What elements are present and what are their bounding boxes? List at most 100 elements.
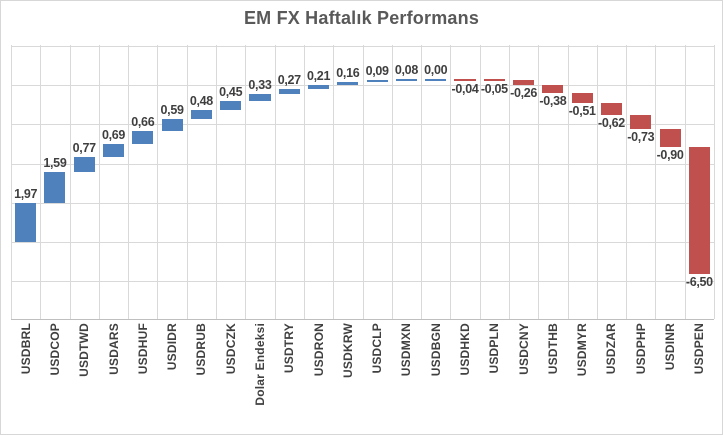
x-tick-USDINR: USDINR	[663, 323, 678, 371]
gridline-vertical	[421, 45, 423, 319]
bar-USDARS	[102, 143, 125, 158]
x-axis	[11, 319, 714, 320]
x-tick-USDCZK: USDCZK	[223, 323, 238, 375]
gridline-vertical	[684, 45, 686, 319]
value-label-USDHUF: 0,66	[131, 114, 155, 129]
value-label-USDTHB: -0,38	[539, 93, 567, 108]
x-tick-USDHKD: USDHKD	[458, 323, 473, 376]
value-label-USDHKD: -0,04	[451, 81, 479, 96]
gridline-vertical	[69, 45, 71, 319]
gridline-vertical	[333, 45, 335, 319]
bar-USDPLN	[483, 79, 505, 82]
x-tick-USDPLN: USDPLN	[487, 323, 502, 374]
bar-USDCNY	[513, 80, 535, 86]
bar-USDBGN	[425, 78, 447, 81]
x-tick-USDRON: USDRON	[311, 323, 326, 377]
chart-title: EM FX Haftalık Performans	[243, 8, 480, 28]
value-label-USDKRW: 0,16	[336, 65, 360, 80]
bar-USDTHB	[542, 85, 564, 93]
x-tick-USDMXN: USDMXN	[399, 323, 414, 377]
x-tick-USDBGN: USDBGN	[428, 323, 443, 377]
x-tick-USDIDR: USDIDR	[165, 323, 180, 371]
x-tick-USDRUB: USDRUB	[194, 323, 209, 376]
value-label-Dolar Endeksi: 0,33	[248, 78, 272, 93]
gridline-vertical	[391, 45, 393, 319]
value-label-USDRUB: 0,48	[189, 93, 213, 108]
x-tick-USDTHB: USDTHB	[545, 323, 560, 375]
gridline-vertical	[245, 45, 247, 319]
value-label-USDIDR: 0,59	[160, 103, 184, 118]
gridline-vertical	[216, 45, 218, 319]
gridline-vertical	[98, 45, 100, 319]
value-label-USDRON: 0,21	[306, 69, 331, 83]
gridline-vertical	[362, 45, 364, 319]
x-tick-USDTWD: USDTWD	[77, 323, 92, 377]
bar-USDCZK	[220, 100, 242, 110]
value-label-USDINR: -0,90	[656, 147, 684, 162]
value-label-USDMYR: -0,51	[568, 103, 596, 118]
bar-USDHUF	[132, 130, 154, 144]
gridline-vertical	[157, 45, 159, 319]
bar-USDRON	[308, 85, 330, 90]
x-tick-USDCNY: USDCNY	[516, 323, 531, 375]
x-tick-Dolar Endeksi: Dolar Endeksi	[252, 323, 267, 406]
gridline-vertical	[538, 45, 540, 319]
bar-USDPEN	[688, 146, 710, 275]
x-tick-USDKRW: USDKRW	[340, 323, 355, 378]
value-label-USDPHP: -0,73	[627, 130, 655, 145]
bar-Dolar Endeksi	[249, 94, 271, 101]
x-tick-USDMYR: USDMYR	[575, 323, 590, 377]
bar-USDZAR	[600, 102, 622, 115]
value-label-USDTRY: 0,27	[277, 73, 301, 88]
bar-USDMYR	[571, 92, 593, 103]
value-label-USDCLP: 0,09	[365, 64, 389, 79]
x-tick-USDHUF: USDHUF	[135, 323, 150, 375]
value-label-USDBGN: 0,00	[424, 62, 448, 77]
value-label-USDPEN: -6,50	[685, 275, 713, 290]
bar-USDCOP	[44, 172, 66, 204]
gridline-vertical	[40, 45, 42, 319]
gridline-vertical	[596, 45, 598, 319]
value-label-USDCNY: -0,26	[510, 86, 538, 101]
x-tick-USDBRL: USDBRL	[18, 323, 33, 375]
gridline-vertical	[11, 45, 12, 319]
value-label-USDARS: 0,69	[101, 127, 126, 142]
bar-USDKRW	[337, 81, 359, 85]
x-tick-USDCOP: USDCOP	[47, 323, 62, 376]
x-tick-USDPHP: USDPHP	[633, 323, 648, 375]
gridline-vertical	[655, 45, 657, 319]
value-label-USDCOP: 1,59	[43, 156, 67, 171]
bar-USDHKD	[454, 78, 476, 81]
gridline-vertical	[508, 45, 510, 319]
gridline-vertical	[479, 45, 481, 319]
gridline-vertical	[128, 45, 130, 319]
value-label-USDBRL: 1,97	[14, 187, 38, 202]
x-tick-USDARS: USDARS	[106, 323, 121, 375]
gridline-vertical	[714, 45, 715, 319]
bar-USDIDR	[161, 119, 183, 131]
bar-USDCLP	[366, 80, 388, 83]
x-tick-USDCLP: USDCLP	[370, 323, 385, 374]
bar-USDRUB	[190, 109, 212, 120]
value-label-USDZAR: -0,62	[597, 115, 625, 130]
gridline-vertical	[274, 45, 276, 319]
x-tick-USDTRY: USDTRY	[282, 323, 297, 374]
bar-USDTRY	[278, 89, 300, 95]
x-tick-USDPEN: USDPEN	[692, 323, 707, 375]
gridline-vertical	[303, 45, 305, 319]
bar-USDBRL	[15, 203, 37, 242]
value-label-USDPLN: -0,05	[480, 82, 508, 97]
bar-USDMXN	[395, 78, 417, 81]
bar-USDTWD	[73, 157, 95, 173]
gridline-vertical	[567, 45, 569, 319]
bar-USDINR	[659, 129, 681, 147]
x-tick-USDZAR: USDZAR	[604, 323, 619, 375]
gridline-vertical	[450, 45, 452, 319]
value-label-USDMXN: 0,08	[394, 62, 418, 77]
value-label-USDCZK: 0,45	[219, 84, 243, 99]
value-label-USDTWD: 0,77	[72, 141, 96, 156]
gridline-vertical	[626, 45, 628, 319]
gridline-vertical	[186, 45, 188, 319]
bar-USDPHP	[630, 114, 652, 130]
